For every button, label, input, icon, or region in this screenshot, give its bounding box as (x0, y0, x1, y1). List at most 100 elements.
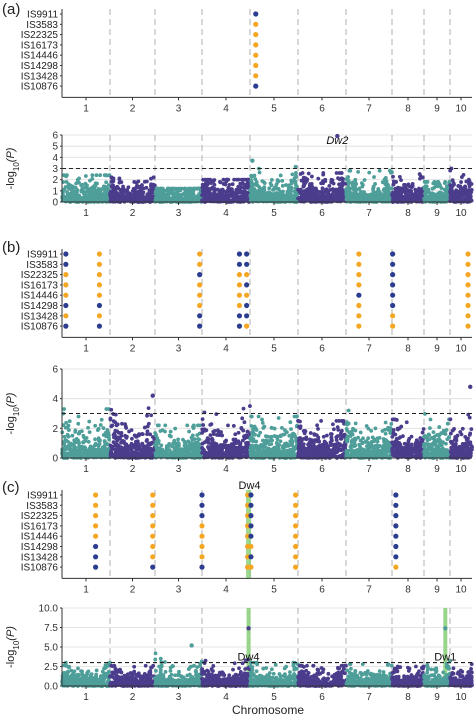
panel-b-haplotype-allele-dot (96, 251, 103, 257)
panel-b-haplotype-allele-dot (356, 261, 362, 267)
panel-b-manhattan-snp-point (277, 450, 282, 455)
panel-b-manhattan-snp-point (297, 448, 301, 453)
panel-a-manhattan-x-tick-label: 7 (366, 208, 372, 219)
panel-b-haplotype-allele-dot (197, 302, 203, 309)
panel-b-haplotype-accession-label: IS10876 (21, 322, 59, 333)
panel-b-haplotype-allele-dot (244, 323, 250, 329)
panel-b-manhattan-snp-point (137, 433, 141, 438)
panel-a-manhattan-snp-point (391, 193, 396, 198)
panel-a-manhattan-snp-point (466, 177, 471, 182)
panel-a-manhattan-snp-point (141, 186, 146, 191)
panel-a-manhattan-snp-point (299, 191, 303, 196)
panel-b-haplotype-allele-dot (356, 282, 362, 288)
panel-b-haplotype-x-tick-label: 5 (271, 343, 277, 354)
panel-a-haplotype-accession-label: IS14298 (21, 61, 59, 72)
panel-a-haplotype-x-tick-label: 8 (405, 103, 411, 114)
panel-b-manhattan-snp-point (145, 438, 149, 442)
panel-a-manhattan-x-tick-label: 2 (130, 208, 136, 219)
panel-b-manhattan-snp-point (249, 424, 254, 428)
panel-b-manhattan-snp-point (358, 444, 362, 449)
panel-b-manhattan-snp-point (209, 440, 214, 445)
panel-a-manhattan-snp-point (149, 197, 154, 202)
panel-b-manhattan-snp-point (369, 428, 374, 433)
panel-a-manhattan-snp-point (203, 187, 208, 192)
panel-b-manhattan-snp-point (86, 425, 90, 430)
panel-a-manhattan-snp-point (384, 192, 389, 197)
panel-a-manhattan-snp-point (68, 191, 73, 196)
panel-a-manhattan-snp-point (117, 176, 122, 181)
panel-b-manhattan-snp-point (156, 423, 161, 428)
panel-b-manhattan-snp-point (253, 432, 257, 437)
panel-a-manhattan-x-tick-label: 4 (223, 208, 229, 219)
panel-b-manhattan-snp-point (113, 443, 118, 448)
panel-a-manhattan-snp-point (63, 185, 68, 189)
panel-b-manhattan-snp-point (90, 447, 95, 452)
panel-a-manhattan-snp-point (242, 197, 247, 202)
panel-a-manhattan-snp-point (93, 184, 98, 188)
panel-a-manhattan-snp-point (63, 198, 68, 203)
panel-b-manhattan-snp-point (231, 423, 236, 428)
panel-b-haplotype-allele-dot (63, 272, 69, 278)
panel-a-manhattan-snp-point (362, 178, 367, 182)
panel-a-manhattan-snp-point (136, 179, 141, 184)
panel-b-manhattan-snp-point (210, 448, 215, 453)
panel-b-manhattan-snp-point (306, 450, 311, 455)
panel-b-manhattan-snp-point (74, 453, 79, 458)
panel-b-haplotype-allele-dot (465, 251, 471, 257)
panel-b-manhattan-snp-point (306, 442, 310, 447)
panel-a-manhattan-snp-point (397, 174, 402, 179)
panel-b-manhattan-snp-point (262, 441, 267, 445)
panel-a-manhattan-snp-point (135, 196, 139, 201)
panel-b-manhattan-snp-point (146, 406, 151, 411)
panel-b-manhattan-snp-point (168, 434, 173, 439)
panel-b-manhattan-snp-point (383, 420, 388, 425)
panel-a-manhattan-snp-point (71, 190, 75, 195)
panel-b-manhattan-snp-point (319, 419, 324, 423)
panel-b-manhattan-snp-point (241, 406, 246, 411)
panel-b-manhattan-snp-point (297, 424, 301, 429)
panel-b-haplotype-allele-dot (197, 251, 203, 257)
panel-b-haplotype-x-tick-label: 9 (434, 343, 440, 354)
panel-b-manhattan-snp-point (315, 423, 320, 428)
panel-b-manhattan-snp-point (86, 439, 91, 444)
panel-b-manhattan-snp-point (101, 426, 106, 431)
panel-b-manhattan-snp-point (82, 445, 87, 450)
panel-a-manhattan-snp-point (459, 180, 463, 184)
panel-a-manhattan-snp-point (109, 189, 113, 194)
panel-a-manhattan-snp-point (278, 173, 283, 178)
panel-b-manhattan-snp-point (375, 436, 380, 441)
panel-b-manhattan-snp-point (373, 426, 378, 431)
panel-a-manhattan-snp-point (460, 175, 464, 179)
panel-b-manhattan-snp-point (242, 434, 247, 438)
panel-b-manhattan-snp-point (269, 442, 274, 446)
panel-a-manhattan-snp-point (249, 179, 254, 184)
panel-a-manhattan-snp-point (212, 178, 217, 182)
panel-a-manhattan-snp-point (257, 170, 262, 175)
panel-b-manhattan-y-tick-label: 4 (52, 394, 58, 405)
panel-a-manhattan-snp-point (383, 199, 388, 204)
panel-b-manhattan-snp-point (114, 447, 118, 451)
panel-b-manhattan-snp-point (280, 426, 284, 430)
panel-a-manhattan-snp-point (144, 179, 149, 184)
panel-a-manhattan-snp-point (252, 173, 257, 178)
panel-a-manhattan-snp-point (423, 180, 428, 184)
panel-b-manhattan-snp-point (74, 436, 79, 441)
panel-a-manhattan-snp-point (170, 186, 175, 191)
panel-a-manhattan-snp-point (383, 175, 388, 180)
panel-a-manhattan-snp-point (203, 184, 208, 189)
panel-a-manhattan-snp-point (468, 194, 473, 199)
panel-b-manhattan-snp-point (93, 437, 97, 442)
panel-b-manhattan-snp-point (260, 421, 265, 425)
panel-b-manhattan-snp-point (295, 414, 299, 419)
panel-a-manhattan-snp-point (389, 186, 394, 191)
panel-a-manhattan-snp-point (279, 195, 284, 200)
panel-b-manhattan-snp-point (364, 424, 369, 428)
panel-a-manhattan-snp-point (98, 187, 103, 192)
panel-a-manhattan-snp-point (125, 188, 130, 192)
panel-b-manhattan-snp-point (298, 453, 303, 457)
panel-b-manhattan-snp-point (164, 449, 169, 454)
panel-b-manhattan-snp-point (356, 435, 361, 440)
panel-b-manhattan-snp-point (98, 423, 103, 427)
panel-a-manhattan-snp-point (269, 177, 274, 182)
panel-b-manhattan-snp-point (65, 425, 70, 430)
